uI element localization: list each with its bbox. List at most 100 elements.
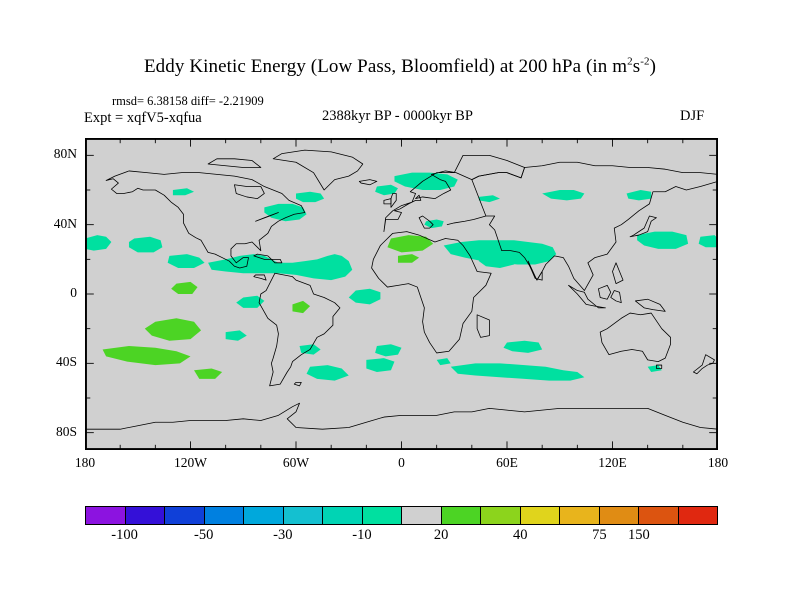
anomaly-region-28	[478, 195, 500, 203]
colorbar-swatch-4	[244, 507, 284, 524]
anomaly-region-14	[626, 190, 652, 201]
colorbar-swatch-15	[678, 507, 717, 524]
anomaly-region-33	[387, 235, 434, 253]
coastline-14	[446, 161, 718, 291]
coastline-11	[390, 193, 397, 208]
figure-title-units-mid: s	[632, 56, 641, 77]
figure-title-superscript-2: -2	[640, 55, 650, 68]
colorbar-swatch-7	[362, 507, 402, 524]
coastline-2	[207, 158, 262, 168]
x-axis-label-0: 0	[398, 455, 405, 470]
y-axis-label-80N: 80N	[53, 146, 77, 162]
colorbar-label-20: 20	[433, 527, 449, 543]
anomaly-region-23	[503, 340, 543, 353]
coastline-18	[610, 290, 622, 304]
coastline-12	[383, 198, 392, 205]
anomaly-region-7	[394, 172, 458, 190]
colorbar-swatch-1	[125, 507, 165, 524]
y-axis-label-0: 0	[70, 285, 77, 300]
coastline-6	[270, 258, 283, 264]
anomaly-region-18	[366, 358, 395, 372]
anomaly-region-16	[698, 235, 718, 248]
y-axis-label-80S: 80S	[55, 423, 77, 439]
colorbar-swatch-0	[86, 507, 126, 524]
anomaly-region-34	[397, 254, 420, 263]
anomaly-region-27	[172, 188, 195, 196]
anomaly-region-30	[144, 318, 202, 341]
colorbar-swatch-3	[204, 507, 244, 524]
anomaly-region-24	[450, 363, 585, 381]
coastline-layer	[85, 149, 718, 450]
world-map-svg	[85, 138, 718, 450]
anomaly-region-32	[194, 368, 223, 379]
colorbar-swatch-13	[599, 507, 639, 524]
coastline-5	[253, 253, 272, 260]
anomaly-region-11	[478, 254, 518, 268]
colorbar-swatches	[85, 506, 718, 525]
anomaly-region-12	[521, 248, 553, 263]
anomaly-region-9	[424, 219, 444, 229]
season-annotation: DJF	[680, 108, 705, 124]
coastline-16	[568, 284, 606, 309]
colorbar	[85, 506, 718, 525]
coastline-7	[258, 272, 341, 387]
anomaly-region-5	[296, 191, 325, 203]
anomaly-region-22	[225, 330, 247, 341]
y-axis-label-40N: 40N	[53, 215, 77, 231]
anomaly-region-25	[436, 358, 451, 366]
x-axis-label-60E: 60E	[496, 455, 518, 470]
figure-title-superscript-1: 2	[627, 55, 633, 68]
colorbar-label--30: -30	[273, 527, 293, 543]
y-axis-label-40S: 40S	[55, 354, 77, 370]
colorbar-swatch-6	[323, 507, 363, 524]
coastline-19	[612, 262, 624, 284]
colorbar-label-75: 75	[592, 527, 607, 543]
anomaly-region-8	[375, 184, 398, 196]
coastline-21	[656, 364, 663, 369]
coastline-4	[253, 274, 267, 281]
x-axis-label-120E: 120E	[598, 455, 627, 470]
rmsd-diff-annotation: rmsd= 6.38158 diff= -2.21909	[112, 94, 264, 108]
x-axis-label-180: 180	[74, 455, 96, 470]
anomaly-region-0	[85, 235, 112, 251]
coastline-10	[383, 154, 525, 232]
coastline-1	[272, 149, 364, 191]
anomaly-region-20	[306, 365, 349, 381]
anomaly-region-21	[236, 295, 265, 308]
colorbar-swatch-9	[441, 507, 481, 524]
colorbar-swatch-2	[165, 507, 205, 524]
anomaly-region-26	[647, 365, 662, 372]
coastline-13	[418, 215, 434, 229]
coastline-23	[634, 298, 666, 312]
x-axis-label-60W: 60W	[282, 455, 310, 470]
colorbar-swatch-10	[481, 507, 521, 524]
figure-title-close-paren: )	[649, 56, 657, 77]
map-plot-area	[85, 138, 718, 450]
coastline-17	[598, 284, 612, 300]
colorbar-label--50: -50	[194, 527, 214, 543]
coastline-9	[476, 314, 490, 338]
x-axis-label-120W: 120W	[174, 455, 207, 470]
anomaly-region-1	[128, 236, 163, 253]
colorbar-swatch-11	[520, 507, 560, 524]
figure-title: Eddy Kinetic Energy (Low Pass, Bloomfiel…	[0, 56, 800, 78]
colorbar-swatch-14	[639, 507, 679, 524]
anomaly-region-29	[171, 281, 198, 294]
anomaly-region-35	[292, 300, 311, 314]
coastline-15	[629, 215, 657, 238]
coastline-8	[371, 231, 492, 354]
anomaly-region-2	[167, 254, 205, 268]
anomaly-shading-layer	[85, 172, 718, 381]
period-annotation: 2388kyr BP - 0000kyr BP	[322, 108, 473, 124]
plot-frame	[85, 138, 718, 450]
coastline-27	[527, 260, 543, 281]
figure-title-text: Eddy Kinetic Energy (Low Pass, Bloomfiel…	[143, 56, 628, 77]
anomaly-region-4	[264, 203, 307, 222]
coastline-26	[293, 382, 302, 387]
colorbar-label-40: 40	[512, 527, 528, 543]
colorbar-label-150: 150	[628, 527, 650, 543]
colorbar-swatch-5	[283, 507, 323, 524]
x-axis-label-180: 180	[707, 455, 729, 470]
coastline-22	[692, 354, 715, 375]
